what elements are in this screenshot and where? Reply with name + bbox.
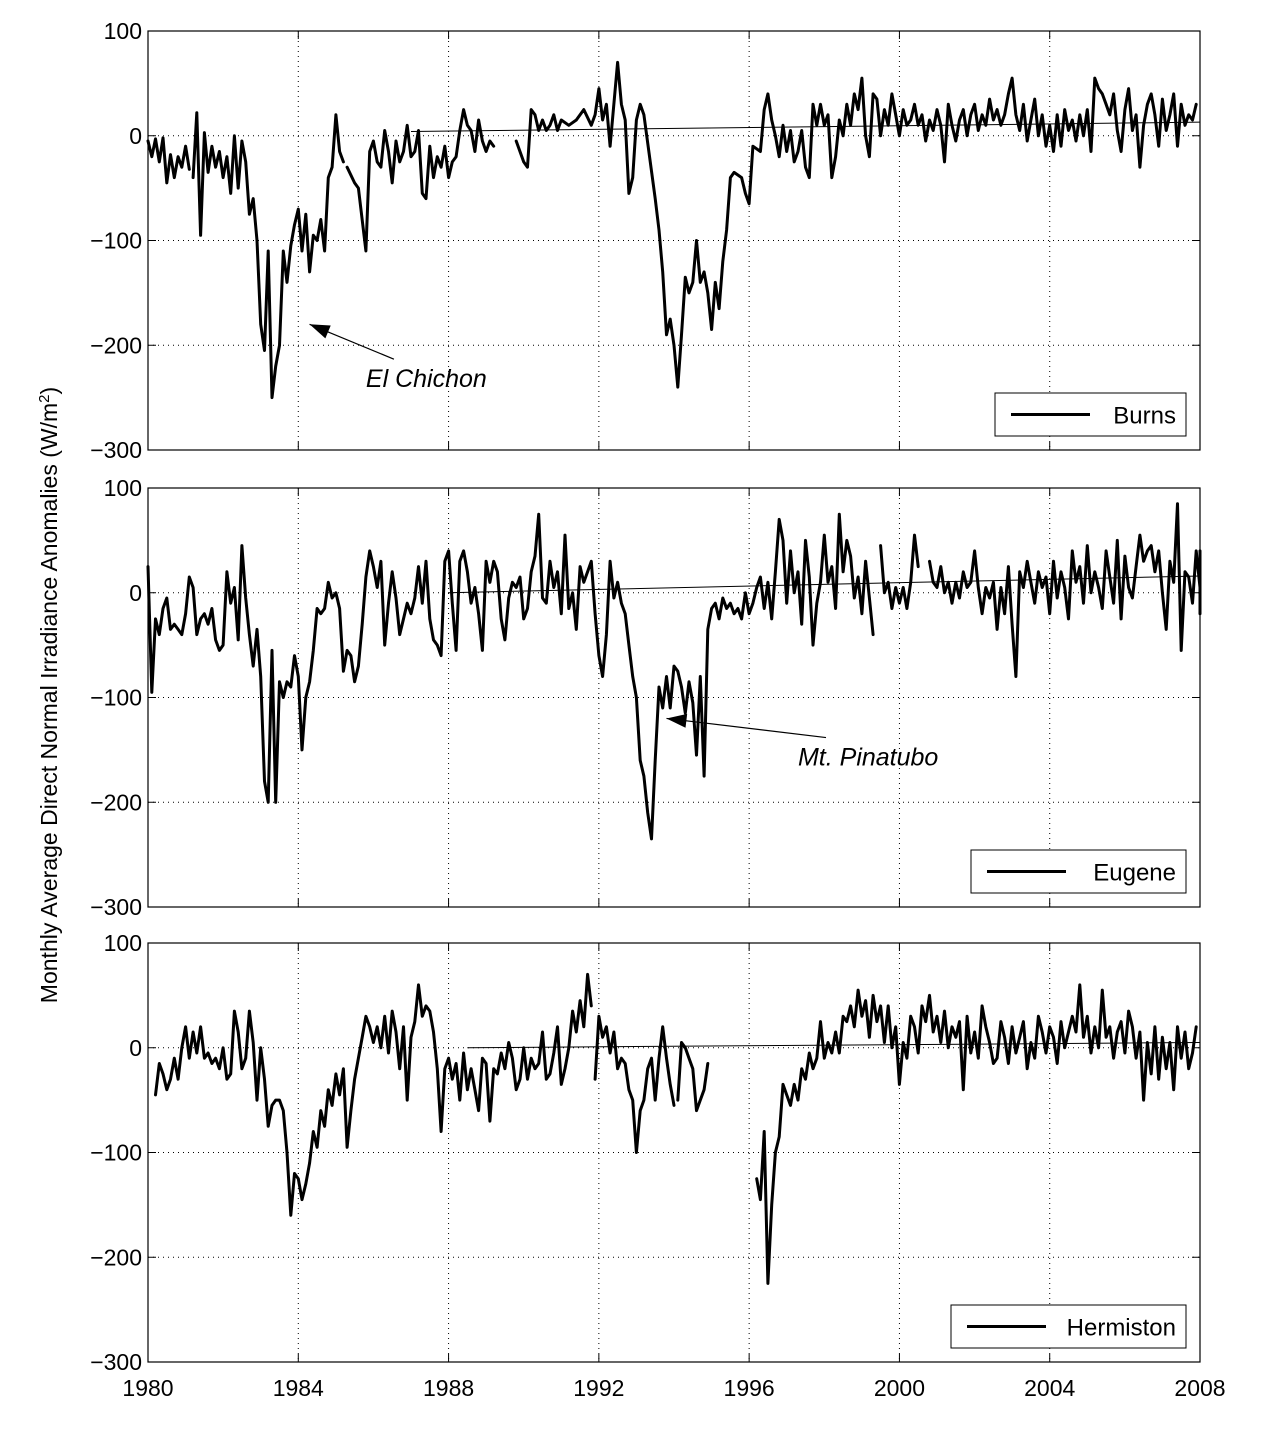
- panel-burns: −300 −200 −100 0 100 El Chichon Burns: [90, 18, 1201, 463]
- y-tick-label: −100: [90, 685, 142, 711]
- series-line-burns: [191, 111, 345, 400]
- y-tick-label: −300: [90, 437, 142, 463]
- panel-hermiston: −300 −200 −100 0 100 Hermiston: [90, 930, 1201, 1375]
- x-tick-label: 2000: [874, 1375, 925, 1401]
- series-line-burns: [514, 60, 1198, 389]
- y-tick-label: 0: [129, 123, 142, 149]
- legend-label: Burns: [1113, 403, 1176, 430]
- x-tick-label: 1980: [122, 1375, 173, 1401]
- legend: Eugene: [970, 849, 1187, 894]
- annotation-arrow: [666, 717, 827, 739]
- legend: Hermiston: [950, 1304, 1187, 1349]
- y-tick-label: 0: [129, 1035, 142, 1061]
- y-tick-label: −200: [90, 1244, 142, 1270]
- series-line-eugene: [146, 512, 875, 841]
- axes-frame: [147, 487, 1201, 908]
- y-tick-label: −300: [90, 1349, 142, 1375]
- legend-box: [970, 849, 1187, 894]
- y-axis-label: Monthly Average Direct Normal Irradiance…: [36, 387, 63, 1003]
- panel-eugene: −300 −200 −100 0 100 Mt. Pinatubo Eugene: [90, 475, 1202, 920]
- y-tick-label: 100: [104, 475, 142, 501]
- series-line-burns: [345, 108, 496, 253]
- y-tick-label: −100: [90, 1140, 142, 1166]
- series-line-eugene: [879, 533, 920, 610]
- series-line-hermiston: [676, 1041, 710, 1113]
- series-line-eugene: [928, 502, 1202, 678]
- legend: Burns: [994, 392, 1187, 437]
- y-axis-label-superscript: 2: [36, 394, 53, 402]
- series-line-burns: [146, 136, 191, 185]
- y-tick-label: 100: [104, 930, 142, 956]
- y-tick-label: 0: [129, 580, 142, 606]
- x-tick-label: 2004: [1024, 1375, 1075, 1401]
- legend-label: Hermiston: [1067, 1315, 1176, 1342]
- annotation-label: Mt. Pinatubo: [798, 744, 938, 772]
- series-line-hermiston: [593, 1014, 676, 1154]
- y-tick-label: −100: [90, 228, 142, 254]
- annotation-arrowhead: [666, 713, 688, 728]
- series-line-hermiston: [154, 972, 593, 1217]
- y-tick-label: −200: [90, 789, 142, 815]
- axes-frame: [147, 30, 1201, 451]
- y-tick-label: −200: [90, 332, 142, 358]
- series-line-hermiston: [755, 983, 1198, 1285]
- x-tick-label: 1992: [573, 1375, 624, 1401]
- y-tick-label: −300: [90, 894, 142, 920]
- annotation-label: El Chichon: [366, 365, 487, 393]
- x-tick-label: 1984: [273, 1375, 324, 1401]
- axes-frame: [147, 942, 1201, 1363]
- x-tick-label: 1996: [724, 1375, 775, 1401]
- x-tick-label: 2008: [1174, 1375, 1225, 1401]
- legend-label: Eugene: [1093, 860, 1176, 887]
- annotation-arrowhead: [309, 324, 331, 339]
- x-tick-label: 1988: [423, 1375, 474, 1401]
- y-tick-label: 100: [104, 18, 142, 44]
